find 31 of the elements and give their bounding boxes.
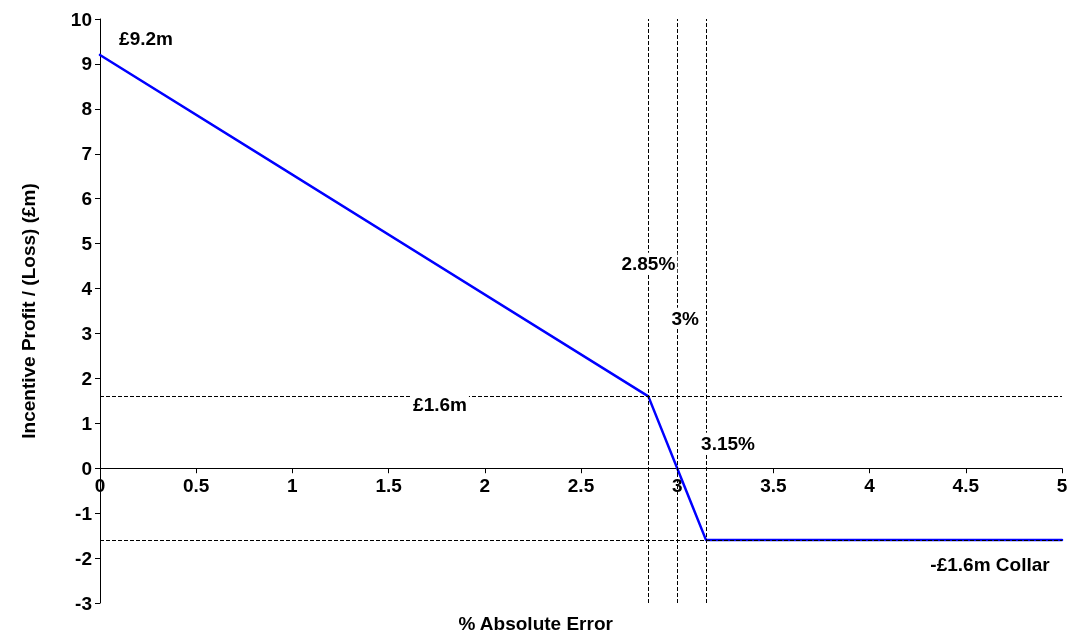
x-tick-label: 5 bbox=[1056, 475, 1068, 497]
ref-line-label: 3% bbox=[671, 307, 700, 329]
x-tick-label: 4 bbox=[864, 475, 876, 497]
y-tick-label: 3 bbox=[81, 322, 92, 344]
x-tick-label: 3.5 bbox=[760, 475, 788, 497]
ref-line-label: £1.6m bbox=[413, 393, 467, 415]
x-tick-label: 1.5 bbox=[375, 475, 403, 497]
y-tick-label: 8 bbox=[81, 98, 92, 120]
text: % Absolute Error bbox=[458, 613, 614, 634]
y-tick-label: 6 bbox=[81, 188, 92, 210]
y-tick-label: 1 bbox=[81, 412, 93, 434]
y-tick-label: -1 bbox=[75, 502, 93, 524]
y-tick-label: 9 bbox=[81, 53, 92, 75]
x-tick-label: 2.5 bbox=[567, 475, 595, 497]
y-tick-label: 5 bbox=[81, 233, 93, 255]
y-axis-title: Incentive Profit / (Loss) (£m) bbox=[18, 183, 39, 439]
x-tick-label: 4.5 bbox=[952, 475, 980, 497]
x-tick-label: 2 bbox=[479, 475, 491, 497]
y-tick-label: 4 bbox=[81, 278, 93, 300]
y-tick-label: 10 bbox=[70, 8, 92, 30]
y-tick-label: -3 bbox=[75, 592, 92, 614]
y-tick-label: -2 bbox=[75, 547, 92, 569]
y-tick-label: 0 bbox=[81, 457, 92, 479]
ref-line-label: 3.15% bbox=[701, 432, 756, 454]
x-tick-label: 1 bbox=[287, 475, 299, 497]
annotation: £9.2m bbox=[119, 28, 173, 50]
y-tick-label: 2 bbox=[81, 367, 92, 389]
x-tick-label: 0.5 bbox=[182, 475, 210, 497]
ref-line-label: 2.85% bbox=[621, 252, 676, 274]
y-tick-label: 7 bbox=[81, 143, 92, 165]
annotation: -£1.6m Collar bbox=[930, 553, 1051, 575]
